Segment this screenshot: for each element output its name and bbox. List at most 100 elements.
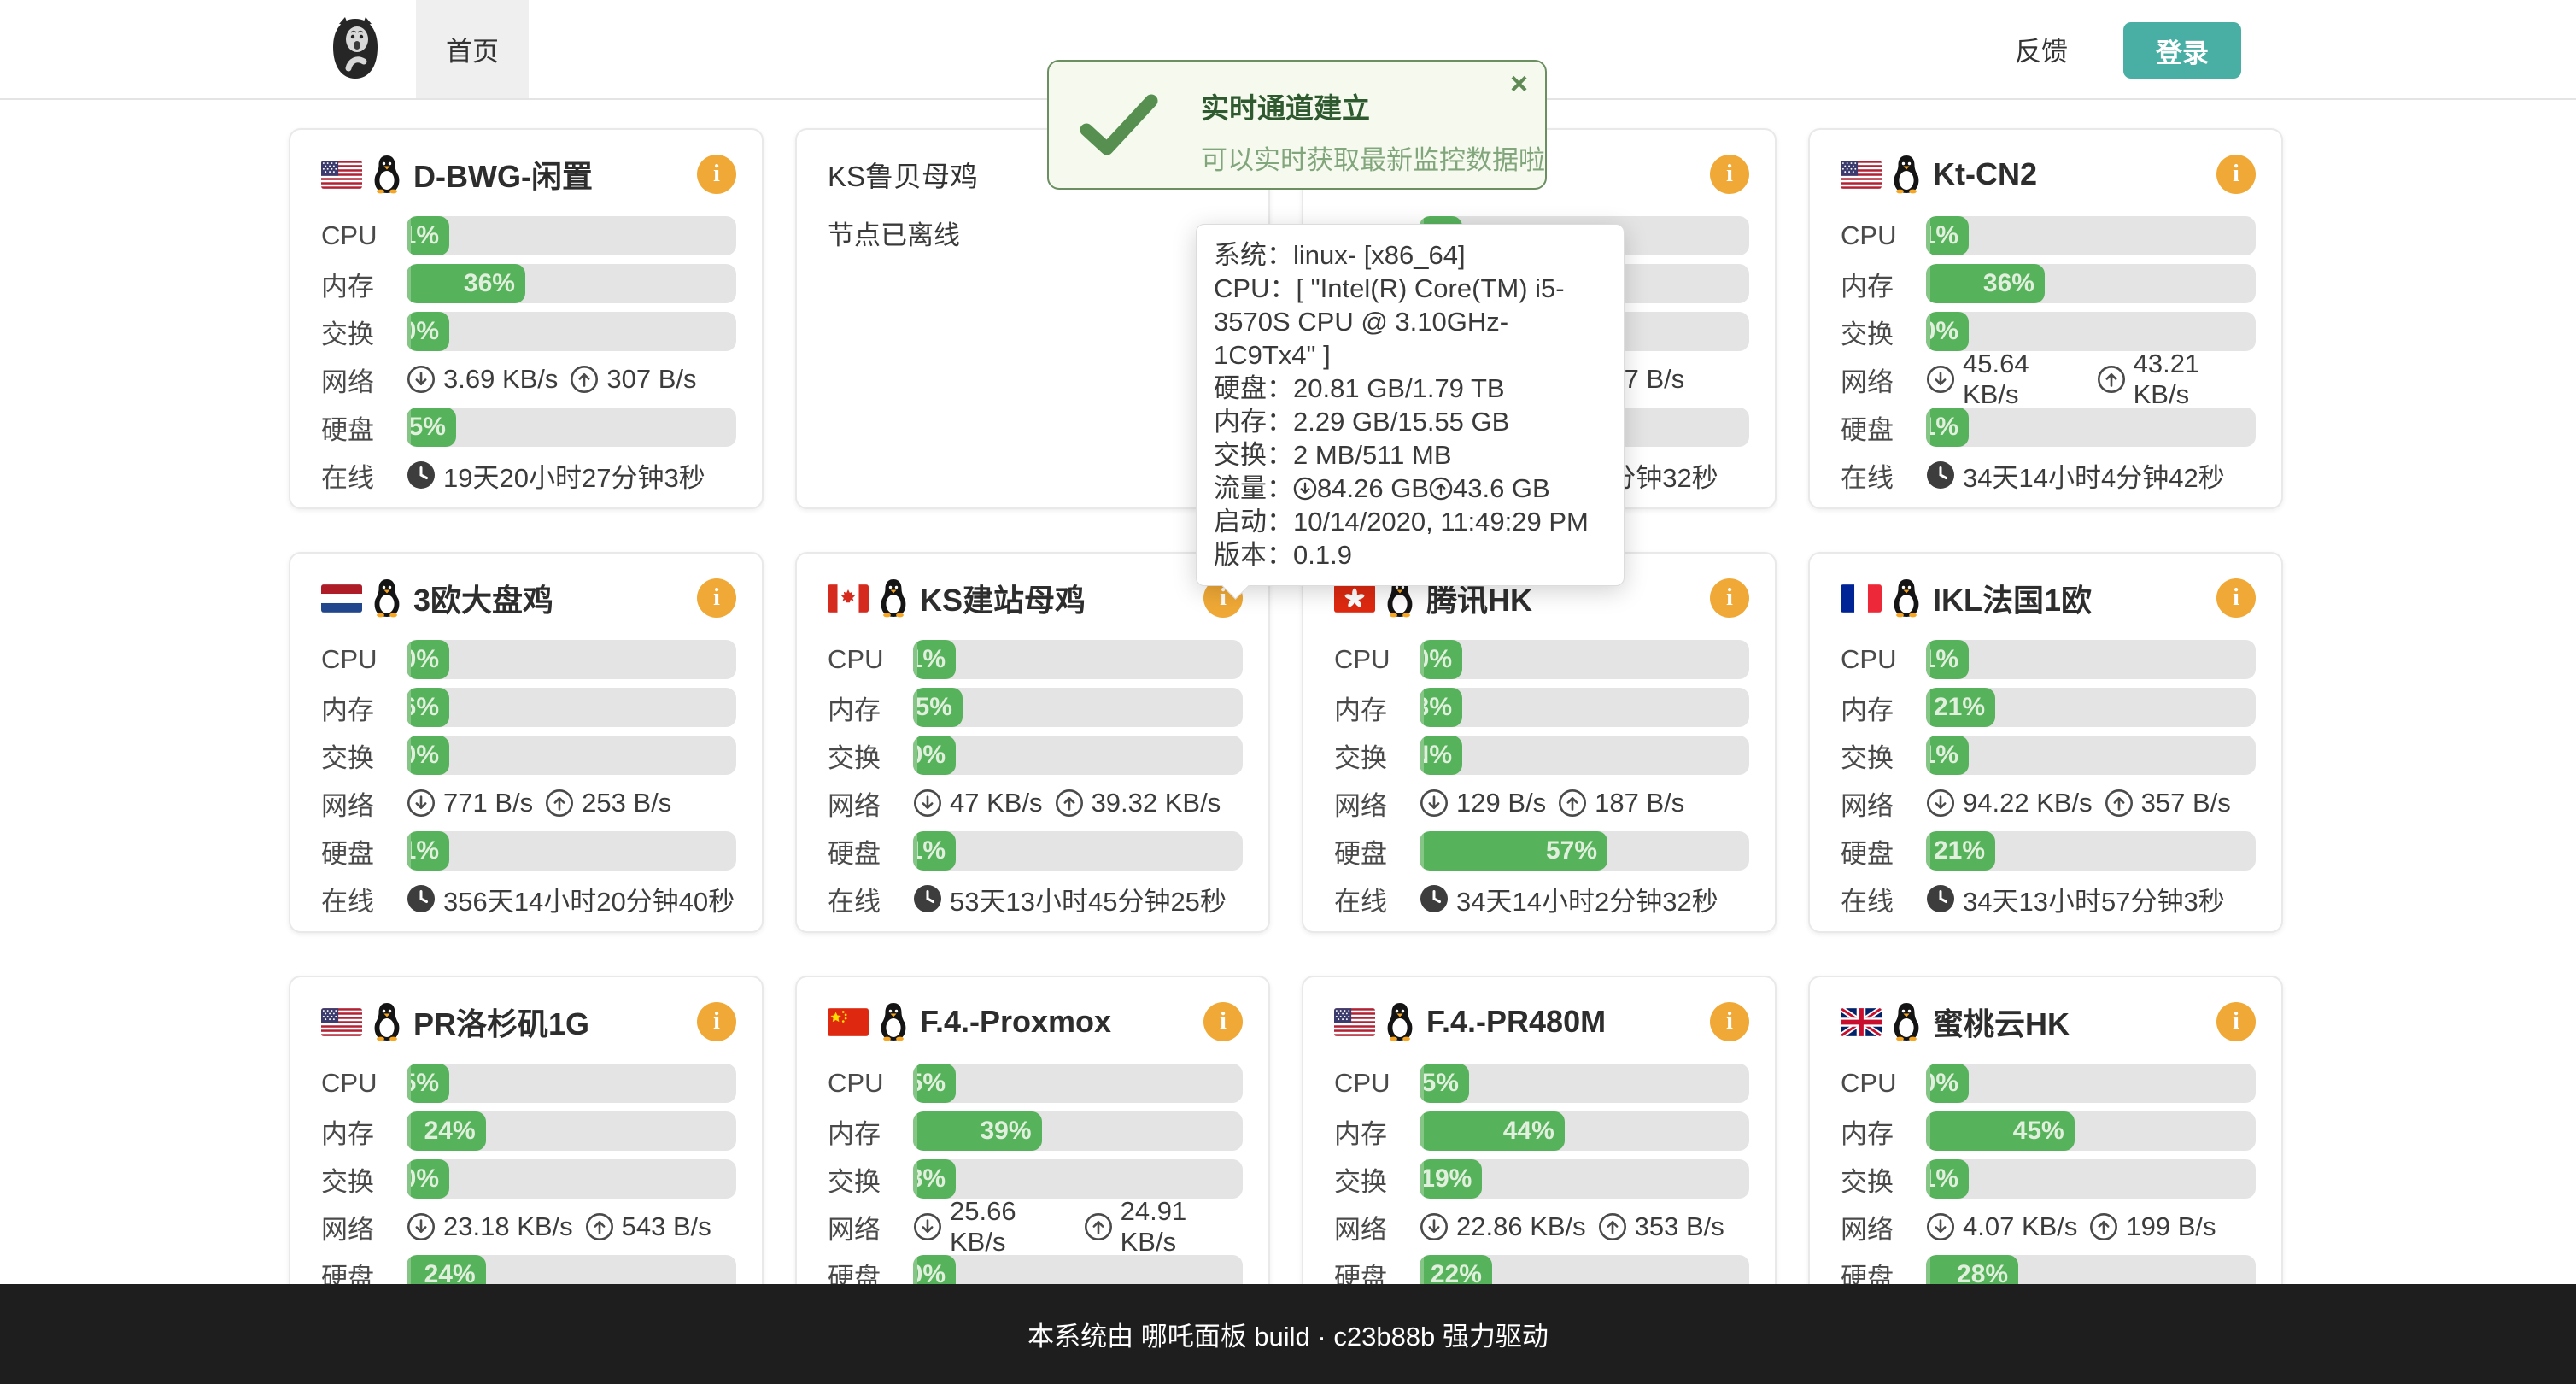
progress-fill: 0% [1926, 312, 1969, 351]
stat-label: CPU [1334, 644, 1390, 674]
progress-bar: 0% [1926, 1064, 2256, 1103]
stat-row: 交换 N% [1334, 731, 1749, 779]
feedback-link[interactable]: 反馈 [2015, 37, 2068, 67]
progress-value: 28% [1957, 1260, 2009, 1288]
stat-label: 硬盘 [1841, 838, 1894, 869]
progress-value: 1% [913, 836, 946, 865]
progress-bar: 3% [1420, 688, 1749, 727]
download-arrow-icon [914, 1213, 941, 1240]
stat-label: 内存 [1841, 695, 1894, 725]
server-card-header: F.4.-PR480M [1334, 998, 1749, 1046]
info-icon[interactable] [1203, 1002, 1243, 1041]
progress-fill: 0% [407, 640, 449, 679]
server-name: 腾讯HK [1426, 583, 1532, 618]
stat-label: 在线 [321, 462, 374, 493]
server-stats: CPU 1% 内存 15% 交换 0% 网络 47 KB/s 39.32 KB/s 硬盘 1% 在线 5… [828, 636, 1243, 923]
progress-fill: 44% [1420, 1111, 1565, 1151]
stat-row: 内存 3% [1334, 683, 1749, 731]
server-card-header: IKL法国1欧 [1841, 574, 2256, 622]
progress-value: 11% [1926, 413, 1958, 441]
info-icon[interactable] [2216, 155, 2256, 194]
progress-fill: 0% [407, 312, 449, 351]
info-icon[interactable] [1710, 578, 1749, 618]
progress-fill: 45% [1926, 1111, 2075, 1151]
progress-value: 1% [1926, 741, 1958, 769]
server-info-tooltip: 系统：linux- [x86_64] CPU：[ "Intel(R) Core(T… [1196, 224, 1625, 586]
info-icon[interactable] [697, 1002, 736, 1041]
download-arrow-icon [1927, 1213, 1954, 1240]
network-speeds: 23.18 KB/s 543 B/s [407, 1211, 711, 1242]
progress-bar: 19% [1420, 1159, 1749, 1199]
country-flag-icon [1334, 1007, 1375, 1036]
stat-row: 内存 39% [828, 1107, 1243, 1155]
progress-fill: 36% [1926, 264, 2045, 303]
net-down-value: 25.66 KB/s [950, 1196, 1016, 1257]
info-icon[interactable] [697, 578, 736, 618]
tooltip-line: 流量： 84.26 GB 43.6 GB [1214, 472, 1607, 505]
download-arrow-icon [407, 1213, 435, 1240]
site-logo-avatar[interactable] [327, 15, 383, 82]
progress-value: 1% [407, 221, 439, 249]
stat-row: 硬盘 57% [1334, 827, 1749, 875]
progress-fill: 15% [913, 688, 963, 727]
stat-label: 交换 [1334, 1166, 1387, 1197]
progress-fill: 21% [1926, 688, 1996, 727]
progress-bar: 39% [913, 1111, 1243, 1151]
progress-value: 0% [407, 741, 439, 769]
info-icon[interactable] [697, 155, 736, 194]
uptime: 34天13小时57分钟3秒 [1926, 880, 2225, 918]
stat-row: 内存 45% [1841, 1107, 2256, 1155]
progress-fill: 1% [1926, 640, 1969, 679]
server-card-header: D-BWG-闲置 [321, 150, 736, 198]
net-up-value: 307 B/s [606, 364, 697, 394]
stat-row: 在线 34天14小时2分钟32秒 [1334, 875, 1749, 923]
progress-bar: 11% [1926, 408, 2256, 447]
tooltip-label: 流量： [1214, 473, 1293, 503]
progress-fill: 1% [913, 831, 956, 871]
stat-label: 硬盘 [1841, 414, 1894, 445]
nav-tab-home[interactable]: 首页 [416, 0, 529, 98]
tooltip-label: 内存： [1214, 407, 1293, 437]
progress-fill: 15% [407, 408, 456, 447]
progress-bar: 15% [1420, 1064, 1749, 1103]
network-speeds: 3.69 KB/s 307 B/s [407, 364, 697, 395]
info-icon[interactable] [2216, 578, 2256, 618]
stat-row: 网络 25.66 KB/s 24.91 KB/s [828, 1196, 1243, 1257]
login-button[interactable]: 登录 [2123, 22, 2241, 79]
progress-value: 24% [424, 1117, 476, 1145]
info-icon[interactable] [1710, 155, 1749, 194]
stat-label: 在线 [321, 886, 374, 917]
tooltip-line: 硬盘：20.81 GB/1.79 TB [1214, 372, 1607, 405]
progress-fill: 1% [913, 640, 956, 679]
net-down-value: 129 B/s [1456, 788, 1547, 818]
network-speeds: 25.66 KB/s 24.91 KB/s [913, 1196, 1243, 1258]
toast-title: 实时通道建立 [1201, 92, 1370, 124]
close-icon[interactable]: × [1509, 66, 1528, 101]
progress-value: 19% [1420, 1164, 1472, 1193]
net-down-value: 23.18 KB/s [443, 1211, 573, 1241]
progress-fill: 5% [913, 1064, 956, 1103]
upload-arrow-icon [546, 789, 574, 817]
stat-label: 网络 [1334, 1214, 1387, 1245]
info-icon[interactable] [1710, 1002, 1749, 1041]
progress-value: 6% [407, 693, 439, 721]
uptime: 19天20小时27分钟3秒 [407, 456, 705, 495]
tooltip-label: 硬盘： [1214, 373, 1293, 403]
footer-text: 本系统由 哪吒面板 build · c23b88b 强力驱动 [1027, 1322, 1549, 1352]
progress-value: 1% [1926, 1164, 1958, 1193]
stat-label: 网络 [828, 790, 881, 821]
network-speeds: 22.86 KB/s 353 B/s [1420, 1211, 1724, 1242]
uptime: 53天13小时45分钟25秒 [913, 880, 1227, 918]
server-stats: CPU 1% 内存 36% 交换 0% 网络 45.64 KB/s 43.21 KB/s 硬盘 11… [1841, 212, 2256, 499]
info-icon[interactable] [2216, 1002, 2256, 1041]
tooltip-line: 内存：2.29 GB/15.55 GB [1214, 405, 1607, 438]
upload-arrow-icon [1598, 1213, 1626, 1240]
progress-value: 0% [407, 1164, 439, 1193]
tooltip-value: linux- [x86_64] [1293, 240, 1466, 270]
stat-row: 硬盘 15% [321, 403, 736, 451]
progress-value: 0% [1926, 317, 1958, 345]
server-card: 3欧大盘鸡 CPU 0% 内存 6% 交换 0% 网络 771 B/s 253 B/s 硬盘 1% 在… [289, 552, 764, 933]
server-card-header: PR洛杉矶1G [321, 998, 736, 1046]
stat-row: 内存 6% [321, 683, 736, 731]
stat-label: 在线 [1334, 886, 1387, 917]
